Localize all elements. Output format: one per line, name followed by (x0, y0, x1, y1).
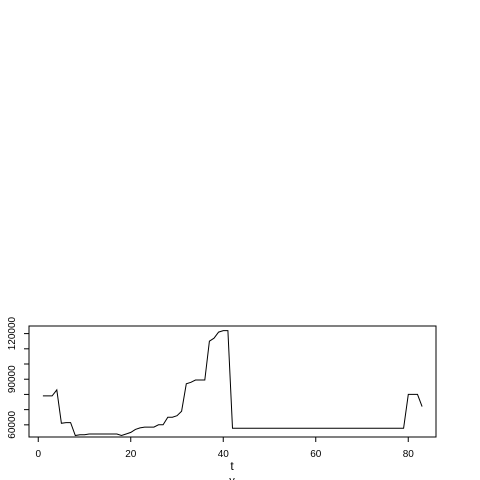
x-axis: 0 20 40 60 80 (35, 436, 415, 460)
y-tick-label: 120000 (7, 316, 18, 350)
x-tick-label: 20 (125, 449, 137, 460)
y-tick-label: 60000 (7, 410, 18, 438)
x-tick-label: 0 (35, 449, 41, 460)
x-tick-label: 80 (403, 449, 415, 460)
x-axis-title: t (230, 459, 234, 473)
series-line (42, 330, 423, 437)
x-tick-label: 40 (218, 449, 230, 460)
x-tick-label: 60 (310, 449, 322, 460)
y-tick-label: 90000 (7, 365, 18, 393)
series-group (42, 330, 423, 437)
y-axis: 60000 90000 120000 (7, 316, 30, 439)
y-axis-title: y (229, 475, 235, 480)
